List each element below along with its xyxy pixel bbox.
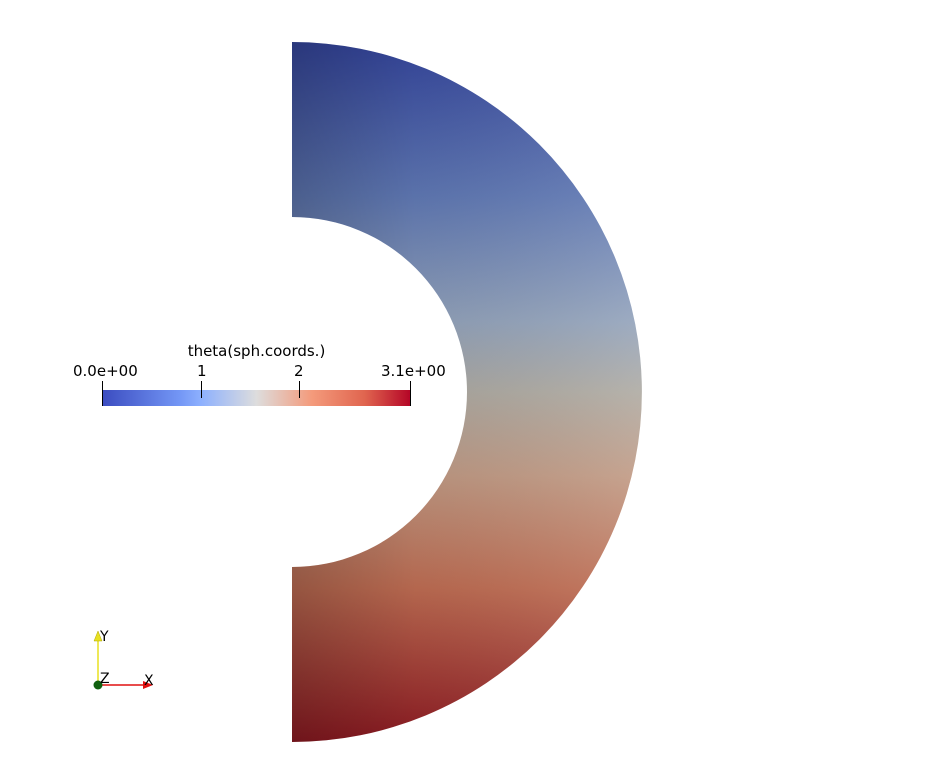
- orientation-axes: [93, 630, 153, 690]
- scalar-bar-title: theta(sph.coords.): [187, 342, 326, 360]
- y-axis-arrow: [93, 630, 103, 642]
- scalar-bar-gradient: [102, 390, 411, 406]
- x-axis-arrow: [143, 681, 153, 689]
- z-axis-label: Z: [100, 671, 110, 687]
- scalar-bar-label-2: 2: [294, 362, 304, 380]
- x-axis-label: X: [144, 673, 154, 689]
- half-annulus-surface: [292, 42, 642, 742]
- scalar-bar-label-min: 0.0e+00: [73, 362, 138, 380]
- scalar-bar-label-max: 3.1e+00: [381, 362, 446, 380]
- scalar-bar: [102, 381, 411, 406]
- y-axis-label: Y: [100, 629, 109, 645]
- scalar-bar-label-1: 1: [197, 362, 207, 380]
- z-axis-dot: [93, 680, 103, 690]
